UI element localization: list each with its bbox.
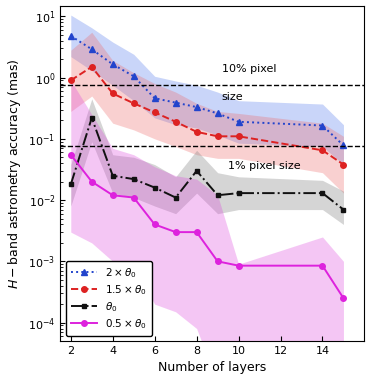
$1.5\times\theta_0$ [111,91,115,96]
$2\times\theta_0$ [236,119,241,124]
$1.5\times\theta_0$ [174,119,178,124]
$1.5\times\theta_0$ [236,134,241,139]
$\theta_0$ [174,195,178,200]
$\theta_0$ [341,207,346,212]
$\theta_0$ [236,191,241,195]
$\theta_0$ [194,169,199,173]
$\theta_0$ [131,177,136,181]
$1.5\times\theta_0$ [152,110,157,115]
$0.5\times\theta_0$ [320,263,325,268]
$2\times\theta_0$ [131,74,136,79]
Text: 10% pixel: 10% pixel [222,63,276,74]
$0.5\times\theta_0$ [341,296,346,301]
$\theta_0$ [68,182,73,187]
Line: $0.5\times\theta_0$: $0.5\times\theta_0$ [68,152,346,301]
$\theta_0$ [111,173,115,178]
$2\times\theta_0$ [215,111,220,116]
$2\times\theta_0$ [320,123,325,128]
X-axis label: Number of layers: Number of layers [158,361,266,374]
$2\times\theta_0$ [90,47,94,52]
Line: $1.5\times\theta_0$: $1.5\times\theta_0$ [68,64,346,167]
$1.5\times\theta_0$ [131,101,136,106]
Legend: $2\times\theta_0$, $1.5\times\theta_0$, $\theta_0$, $0.5\times\theta_0$: $2\times\theta_0$, $1.5\times\theta_0$, … [65,261,152,336]
Text: size: size [222,92,243,102]
$0.5\times\theta_0$ [68,152,73,157]
$2\times\theta_0$ [68,33,73,38]
$0.5\times\theta_0$ [215,259,220,264]
$0.5\times\theta_0$ [174,230,178,234]
$1.5\times\theta_0$ [68,78,73,83]
$1.5\times\theta_0$ [90,65,94,69]
$2\times\theta_0$ [174,100,178,105]
$2\times\theta_0$ [111,62,115,66]
Line: $2\times\theta_0$: $2\times\theta_0$ [68,33,346,148]
$1.5\times\theta_0$ [194,130,199,134]
$\theta_0$ [320,191,325,195]
$\theta_0$ [152,185,157,190]
Y-axis label: $H-$band astrometry accuracy (mas): $H-$band astrometry accuracy (mas) [6,58,23,289]
Line: $\theta_0$: $\theta_0$ [68,116,346,212]
$2\times\theta_0$ [152,96,157,101]
$1.5\times\theta_0$ [215,134,220,139]
$2\times\theta_0$ [194,105,199,109]
$\theta_0$ [90,116,94,120]
$0.5\times\theta_0$ [131,195,136,200]
$\theta_0$ [215,193,220,198]
$1.5\times\theta_0$ [320,148,325,153]
$2\times\theta_0$ [341,143,346,148]
$0.5\times\theta_0$ [90,179,94,184]
$0.5\times\theta_0$ [152,222,157,227]
$0.5\times\theta_0$ [236,263,241,268]
$0.5\times\theta_0$ [111,193,115,198]
$1.5\times\theta_0$ [341,162,346,167]
Text: 1% pixel size: 1% pixel size [228,161,301,171]
$0.5\times\theta_0$ [194,230,199,234]
